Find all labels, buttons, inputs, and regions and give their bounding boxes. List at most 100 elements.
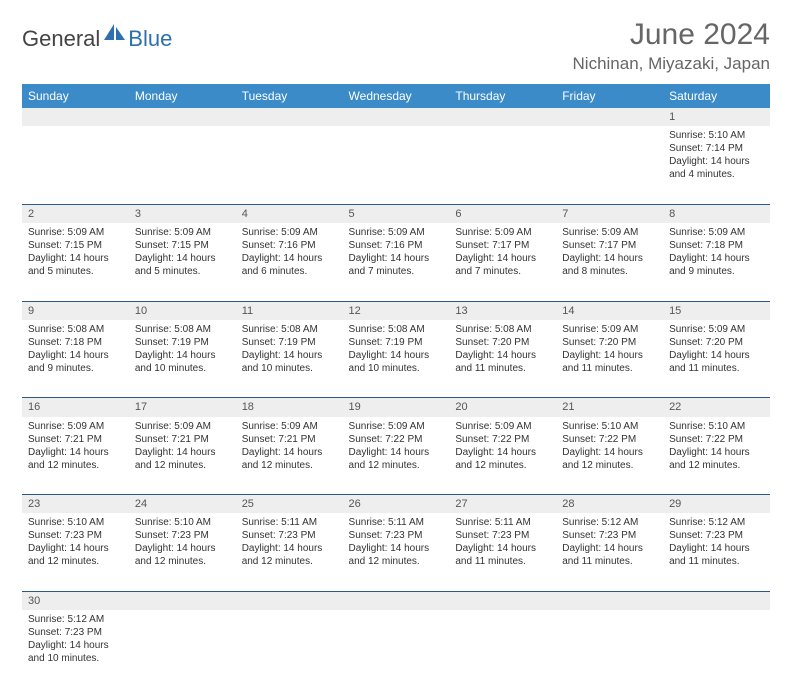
daylight-text: Daylight: 14 hours — [349, 542, 444, 555]
day-number-cell — [236, 108, 343, 126]
day-number: 11 — [242, 305, 253, 317]
daylight-text: and 6 minutes. — [242, 265, 337, 278]
day-number-row: 1 — [22, 108, 770, 126]
day-cell: Sunrise: 5:08 AMSunset: 7:19 PMDaylight:… — [236, 320, 343, 398]
day-cell: Sunrise: 5:10 AMSunset: 7:23 PMDaylight:… — [129, 513, 236, 591]
day-number-cell — [129, 108, 236, 126]
sunrise-text: Sunrise: 5:09 AM — [242, 226, 337, 239]
daylight-text: and 12 minutes. — [349, 459, 444, 472]
daylight-text: Daylight: 14 hours — [562, 349, 657, 362]
sunrise-text: Sunrise: 5:11 AM — [349, 516, 444, 529]
sunset-text: Sunset: 7:22 PM — [455, 433, 550, 446]
day-number: 19 — [349, 401, 361, 413]
day-number-cell — [556, 591, 663, 610]
day-cell: Sunrise: 5:10 AMSunset: 7:14 PMDaylight:… — [663, 126, 770, 204]
day-cell: Sunrise: 5:09 AMSunset: 7:17 PMDaylight:… — [556, 223, 663, 301]
day-number: 1 — [669, 111, 675, 123]
sunrise-text: Sunrise: 5:12 AM — [669, 516, 764, 529]
day-number: 14 — [562, 305, 574, 317]
day-cell — [129, 610, 236, 688]
daylight-text: and 9 minutes. — [669, 265, 764, 278]
sunset-text: Sunset: 7:16 PM — [242, 239, 337, 252]
day-number-cell: 5 — [343, 204, 450, 223]
sunset-text: Sunset: 7:19 PM — [135, 336, 230, 349]
day-cell — [449, 126, 556, 204]
day-details-row: Sunrise: 5:09 AMSunset: 7:15 PMDaylight:… — [22, 223, 770, 301]
day-cell: Sunrise: 5:09 AMSunset: 7:20 PMDaylight:… — [556, 320, 663, 398]
day-details-row: Sunrise: 5:12 AMSunset: 7:23 PMDaylight:… — [22, 610, 770, 688]
day-number-cell: 15 — [663, 301, 770, 320]
day-number-row: 30 — [22, 591, 770, 610]
day-details-row: Sunrise: 5:10 AMSunset: 7:14 PMDaylight:… — [22, 126, 770, 204]
daylight-text: Daylight: 14 hours — [669, 349, 764, 362]
day-number-cell — [449, 591, 556, 610]
day-cell — [22, 126, 129, 204]
day-number-cell — [343, 591, 450, 610]
daylight-text: Daylight: 14 hours — [135, 542, 230, 555]
day-cell: Sunrise: 5:09 AMSunset: 7:18 PMDaylight:… — [663, 223, 770, 301]
day-number-cell: 2 — [22, 204, 129, 223]
sunrise-text: Sunrise: 5:10 AM — [669, 129, 764, 142]
day-cell: Sunrise: 5:12 AMSunset: 7:23 PMDaylight:… — [556, 513, 663, 591]
day-number: 6 — [455, 208, 461, 220]
daylight-text: and 12 minutes. — [28, 459, 123, 472]
daylight-text: and 11 minutes. — [562, 362, 657, 375]
sunset-text: Sunset: 7:18 PM — [669, 239, 764, 252]
day-number: 18 — [242, 401, 254, 413]
day-number: 17 — [135, 401, 147, 413]
day-number: 12 — [349, 305, 361, 317]
day-number-cell: 24 — [129, 495, 236, 514]
day-number: 3 — [135, 208, 141, 220]
day-number-cell: 1 — [663, 108, 770, 126]
day-number: 30 — [28, 595, 40, 607]
daylight-text: and 7 minutes. — [455, 265, 550, 278]
day-cell: Sunrise: 5:09 AMSunset: 7:20 PMDaylight:… — [663, 320, 770, 398]
daylight-text: Daylight: 14 hours — [242, 349, 337, 362]
header: General Blue June 2024 Nichinan, Miyazak… — [22, 18, 770, 74]
sunrise-text: Sunrise: 5:09 AM — [28, 226, 123, 239]
day-number-cell: 27 — [449, 495, 556, 514]
day-number-row: 16171819202122 — [22, 398, 770, 417]
sunrise-text: Sunrise: 5:09 AM — [455, 420, 550, 433]
day-cell: Sunrise: 5:09 AMSunset: 7:17 PMDaylight:… — [449, 223, 556, 301]
calendar-table: Sunday Monday Tuesday Wednesday Thursday… — [22, 84, 770, 688]
daylight-text: and 11 minutes. — [455, 362, 550, 375]
daylight-text: Daylight: 14 hours — [455, 252, 550, 265]
daylight-text: and 11 minutes. — [669, 555, 764, 568]
weekday-header: Thursday — [449, 84, 556, 108]
sunrise-text: Sunrise: 5:10 AM — [562, 420, 657, 433]
daylight-text: and 12 minutes. — [135, 555, 230, 568]
day-number-cell: 23 — [22, 495, 129, 514]
day-cell: Sunrise: 5:11 AMSunset: 7:23 PMDaylight:… — [343, 513, 450, 591]
sunrise-text: Sunrise: 5:10 AM — [28, 516, 123, 529]
day-number-row: 9101112131415 — [22, 301, 770, 320]
sunrise-text: Sunrise: 5:08 AM — [455, 323, 550, 336]
day-cell — [663, 610, 770, 688]
sunset-text: Sunset: 7:21 PM — [135, 433, 230, 446]
day-cell: Sunrise: 5:09 AMSunset: 7:21 PMDaylight:… — [236, 417, 343, 495]
day-number: 22 — [669, 401, 681, 413]
logo: General Blue — [22, 24, 172, 53]
weekday-header: Wednesday — [343, 84, 450, 108]
day-number: 10 — [135, 305, 147, 317]
sunrise-text: Sunrise: 5:12 AM — [562, 516, 657, 529]
daylight-text: Daylight: 14 hours — [562, 542, 657, 555]
day-number-cell: 20 — [449, 398, 556, 417]
sunset-text: Sunset: 7:15 PM — [28, 239, 123, 252]
sunset-text: Sunset: 7:23 PM — [349, 529, 444, 542]
daylight-text: and 10 minutes. — [242, 362, 337, 375]
day-number-cell: 22 — [663, 398, 770, 417]
weekday-header: Tuesday — [236, 84, 343, 108]
day-cell: Sunrise: 5:12 AMSunset: 7:23 PMDaylight:… — [663, 513, 770, 591]
day-number-cell — [556, 108, 663, 126]
sunrise-text: Sunrise: 5:08 AM — [349, 323, 444, 336]
day-number-cell — [663, 591, 770, 610]
day-number-cell: 17 — [129, 398, 236, 417]
sunset-text: Sunset: 7:23 PM — [135, 529, 230, 542]
sunrise-text: Sunrise: 5:09 AM — [562, 323, 657, 336]
daylight-text: and 5 minutes. — [135, 265, 230, 278]
day-number-cell: 30 — [22, 591, 129, 610]
daylight-text: Daylight: 14 hours — [242, 252, 337, 265]
day-cell: Sunrise: 5:09 AMSunset: 7:16 PMDaylight:… — [343, 223, 450, 301]
sunset-text: Sunset: 7:23 PM — [242, 529, 337, 542]
